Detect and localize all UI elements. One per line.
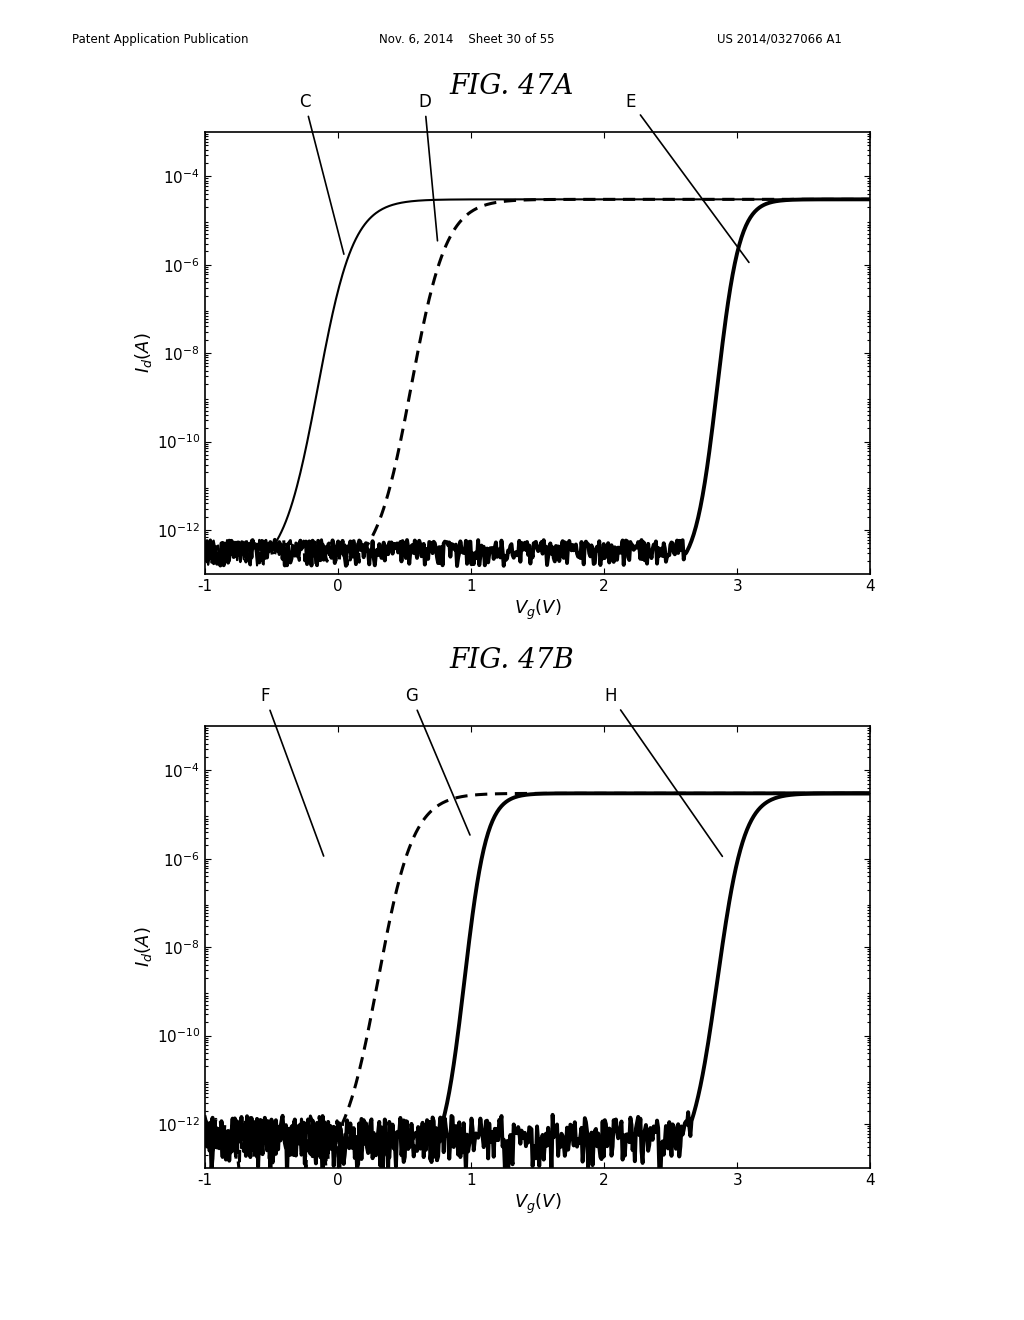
Text: C: C xyxy=(299,92,344,255)
X-axis label: $V_g(V)$: $V_g(V)$ xyxy=(514,1192,561,1217)
Text: F: F xyxy=(260,686,324,857)
Text: D: D xyxy=(418,92,437,240)
Text: Nov. 6, 2014    Sheet 30 of 55: Nov. 6, 2014 Sheet 30 of 55 xyxy=(379,33,554,46)
Y-axis label: $I_d(A)$: $I_d(A)$ xyxy=(133,927,154,968)
Text: FIG. 47A: FIG. 47A xyxy=(450,73,574,99)
X-axis label: $V_g(V)$: $V_g(V)$ xyxy=(514,598,561,623)
Y-axis label: $I_d(A)$: $I_d(A)$ xyxy=(133,333,154,374)
Text: G: G xyxy=(404,686,470,836)
Text: FIG. 47B: FIG. 47B xyxy=(450,647,574,673)
Text: H: H xyxy=(604,686,722,857)
Text: US 2014/0327066 A1: US 2014/0327066 A1 xyxy=(717,33,842,46)
Text: E: E xyxy=(626,92,749,263)
Text: Patent Application Publication: Patent Application Publication xyxy=(72,33,248,46)
